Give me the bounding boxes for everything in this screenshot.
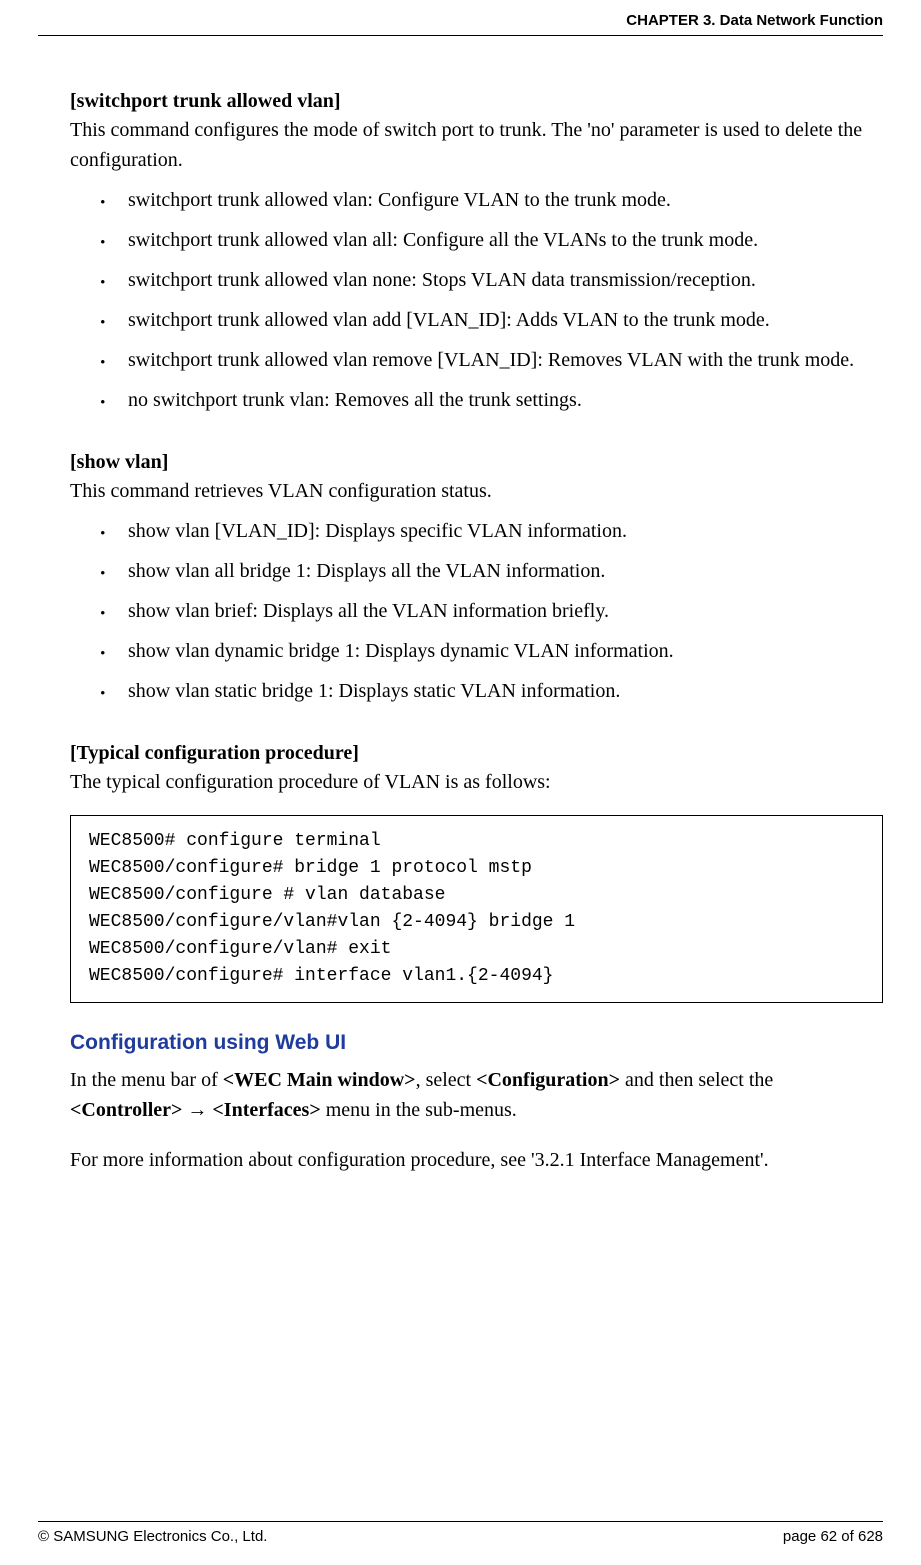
list-item: switchport trunk allowed vlan: Configure…: [100, 185, 883, 225]
section-desc-showvlan: This command retrieves VLAN configuratio…: [70, 476, 883, 506]
text-bold: <Interfaces>: [212, 1099, 320, 1121]
webui-heading: Configuration using Web UI: [70, 1031, 883, 1055]
list-item: show vlan dynamic bridge 1: Displays dyn…: [100, 636, 883, 676]
section-title-typical: [Typical configuration procedure]: [70, 742, 883, 765]
text-fragment: →: [182, 1099, 212, 1121]
list-item: show vlan brief: Displays all the VLAN i…: [100, 596, 883, 636]
header-rule: [38, 35, 883, 36]
list-item: switchport trunk allowed vlan add [VLAN_…: [100, 305, 883, 345]
footer-copyright: © SAMSUNG Electronics Co., Ltd.: [38, 1528, 267, 1545]
footer-rule: [38, 1521, 883, 1522]
page-footer: © SAMSUNG Electronics Co., Ltd. page 62 …: [38, 1521, 883, 1545]
list-item: show vlan all bridge 1: Displays all the…: [100, 556, 883, 596]
webui-paragraph-2: For more information about configuration…: [70, 1145, 883, 1175]
section-title-showvlan: [show vlan]: [70, 451, 883, 474]
list-item: no switchport trunk vlan: Removes all th…: [100, 385, 883, 425]
section-desc-typical: The typical configuration procedure of V…: [70, 767, 883, 797]
text-fragment: menu in the sub-menus.: [321, 1099, 517, 1121]
bullet-list-showvlan: show vlan [VLAN_ID]: Displays specific V…: [70, 516, 883, 716]
list-item: switchport trunk allowed vlan remove [VL…: [100, 345, 883, 385]
text-bold: <Controller>: [70, 1099, 182, 1121]
section-title-trunk: [switchport trunk allowed vlan]: [70, 90, 883, 113]
list-item: switchport trunk allowed vlan all: Confi…: [100, 225, 883, 265]
text-fragment: , select: [416, 1069, 477, 1091]
list-item: show vlan [VLAN_ID]: Displays specific V…: [100, 516, 883, 556]
text-bold: <Configuration>: [476, 1069, 620, 1091]
list-item: show vlan static bridge 1: Displays stat…: [100, 676, 883, 716]
chapter-title: CHAPTER 3. Data Network Function: [38, 12, 883, 33]
text-bold: <WEC Main window>: [223, 1069, 416, 1091]
section-desc-trunk: This command configures the mode of swit…: [70, 115, 883, 175]
page-header: CHAPTER 3. Data Network Function: [0, 12, 921, 36]
list-item: switchport trunk allowed vlan none: Stop…: [100, 265, 883, 305]
text-fragment: In the menu bar of: [70, 1069, 223, 1091]
page-content: [switchport trunk allowed vlan] This com…: [70, 90, 883, 1175]
footer-page-info: page 62 of 628: [783, 1528, 883, 1545]
code-block: WEC8500# configure terminal WEC8500/conf…: [70, 815, 883, 1003]
webui-paragraph-1: In the menu bar of <WEC Main window>, se…: [70, 1065, 883, 1125]
text-fragment: and then select the: [620, 1069, 773, 1091]
bullet-list-trunk: switchport trunk allowed vlan: Configure…: [70, 185, 883, 425]
